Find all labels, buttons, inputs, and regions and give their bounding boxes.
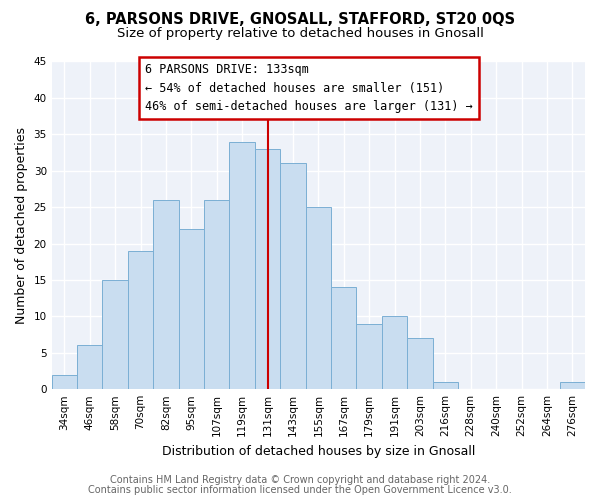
Bar bbox=[331, 287, 356, 389]
Bar bbox=[433, 382, 458, 389]
Text: 6 PARSONS DRIVE: 133sqm
← 54% of detached houses are smaller (151)
46% of semi-d: 6 PARSONS DRIVE: 133sqm ← 54% of detache… bbox=[145, 63, 473, 113]
Bar bbox=[356, 324, 382, 389]
Bar bbox=[229, 142, 255, 389]
Bar bbox=[204, 200, 229, 389]
Bar bbox=[153, 200, 179, 389]
Bar bbox=[77, 346, 103, 389]
Bar bbox=[560, 382, 585, 389]
X-axis label: Distribution of detached houses by size in Gnosall: Distribution of detached houses by size … bbox=[161, 444, 475, 458]
Bar bbox=[407, 338, 433, 389]
Bar bbox=[103, 280, 128, 389]
Bar bbox=[52, 374, 77, 389]
Text: 6, PARSONS DRIVE, GNOSALL, STAFFORD, ST20 0QS: 6, PARSONS DRIVE, GNOSALL, STAFFORD, ST2… bbox=[85, 12, 515, 28]
Bar bbox=[128, 251, 153, 389]
Text: Size of property relative to detached houses in Gnosall: Size of property relative to detached ho… bbox=[116, 28, 484, 40]
Bar bbox=[280, 164, 305, 389]
Y-axis label: Number of detached properties: Number of detached properties bbox=[15, 127, 28, 324]
Text: Contains public sector information licensed under the Open Government Licence v3: Contains public sector information licen… bbox=[88, 485, 512, 495]
Text: Contains HM Land Registry data © Crown copyright and database right 2024.: Contains HM Land Registry data © Crown c… bbox=[110, 475, 490, 485]
Bar bbox=[305, 207, 331, 389]
Bar bbox=[179, 229, 204, 389]
Bar bbox=[255, 149, 280, 389]
Bar bbox=[382, 316, 407, 389]
